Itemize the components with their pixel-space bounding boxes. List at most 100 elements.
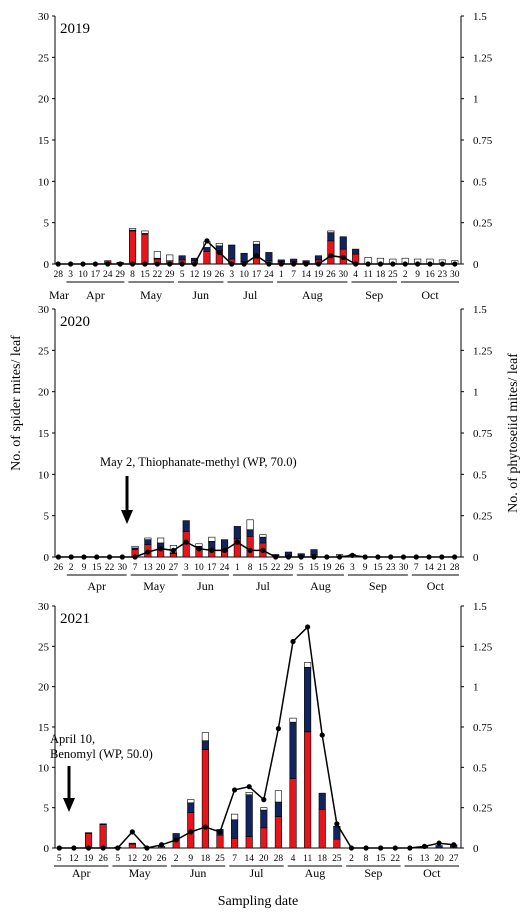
month-label: May <box>140 288 162 302</box>
date-tick-label: 10 <box>78 270 88 280</box>
bar-segment-red <box>129 230 137 265</box>
treatment-annotation: Benomyl (WP, 50.0) <box>50 747 153 761</box>
bar-segment-blue <box>245 794 253 838</box>
phytoseiid-point <box>305 624 311 630</box>
bar-segment-blue <box>277 259 285 262</box>
phytoseiid-point <box>278 261 284 267</box>
y-left-tick-label: 10 <box>38 762 50 774</box>
phytoseiid-point <box>216 249 222 256</box>
y-right-tick-label: 1 <box>473 387 479 399</box>
bar-segment-red <box>99 824 107 849</box>
date-tick-label: 5 <box>57 854 62 864</box>
y-right-tick-label: 0.25 <box>473 803 493 815</box>
panel-title: 2020 <box>60 314 90 330</box>
bar-segment-white <box>208 536 216 542</box>
phytoseiid-point <box>285 554 292 560</box>
phytoseiid-point <box>273 554 279 560</box>
month-label: May <box>129 866 151 880</box>
date-tick-label: 19 <box>314 270 324 280</box>
phytoseiid-point <box>260 547 266 553</box>
date-tick-label: 10 <box>194 563 204 573</box>
bar-segment-red <box>274 816 282 849</box>
bar-segment-blue <box>228 244 236 260</box>
y-right-tick-label: 0.25 <box>473 511 493 523</box>
bar-segment-blue <box>240 252 248 262</box>
y-right-tick-label: 0.25 <box>473 218 493 230</box>
y-right-tick-label: 0.75 <box>473 428 493 440</box>
bar-segment-red <box>318 808 326 849</box>
phytoseiid-point <box>229 261 235 267</box>
date-tick-label: 29 <box>165 270 175 280</box>
bar-segment-white <box>246 519 254 531</box>
phytoseiid-point <box>348 845 355 851</box>
bar-segment-white <box>289 717 297 723</box>
phytoseiid-point <box>452 554 458 560</box>
month-label: Jun <box>197 579 214 593</box>
y-left-tick-label: 20 <box>38 682 50 694</box>
date-tick-label: 3 <box>184 563 189 573</box>
date-tick-label: 7 <box>133 563 138 573</box>
phytoseiid-point <box>377 261 384 267</box>
date-tick-label: 24 <box>220 563 230 573</box>
panel-title: 2021 <box>60 611 90 627</box>
bar-segment-white <box>260 807 268 811</box>
date-tick-label: 18 <box>201 854 211 864</box>
phytoseiid-point <box>217 829 223 835</box>
phytoseiid-point <box>353 261 359 267</box>
y-left-axis-label: No. of spider mites/ leaf <box>9 335 24 471</box>
bar-segment-red <box>201 749 209 849</box>
date-tick-label: 20 <box>142 854 152 864</box>
bar-segment-blue <box>304 667 312 733</box>
date-tick-label: 20 <box>259 854 269 864</box>
phytoseiid-point <box>117 261 123 267</box>
bar-segment-blue <box>290 258 298 262</box>
bar-segment-red <box>327 240 335 265</box>
date-tick-label: 7 <box>232 854 237 864</box>
phytoseiid-point <box>191 261 198 267</box>
date-tick-label: 9 <box>188 854 193 864</box>
phytoseiid-point <box>115 845 121 851</box>
bar-segment-red <box>245 836 253 849</box>
bar-segment-blue <box>435 845 443 849</box>
month-label: Jul <box>243 288 258 302</box>
date-tick-label: 8 <box>248 563 253 573</box>
month-label: Mar <box>49 288 69 302</box>
month-label: May <box>143 579 165 593</box>
y-right-tick-label: 1.5 <box>473 11 487 23</box>
treatment-arrow-head <box>63 798 75 812</box>
phytoseiid-point <box>94 554 100 560</box>
y-right-tick-label: 1.5 <box>473 304 487 316</box>
phytoseiid-point <box>390 261 396 267</box>
month-label: Oct <box>423 866 441 880</box>
date-tick-label: 14 <box>301 270 311 280</box>
date-tick-label: 11 <box>303 854 312 864</box>
bar-segment-blue <box>274 801 282 817</box>
treatment-arrow-head <box>121 510 133 524</box>
date-tick-label: 19 <box>202 270 212 280</box>
phytoseiid-point <box>129 261 136 267</box>
date-tick-label: 12 <box>190 270 200 280</box>
y-right-axis-label: No. of phytoseiid mites/ leaf <box>506 353 521 513</box>
bar-segment-blue <box>327 232 335 242</box>
bar-segment-white <box>327 230 335 233</box>
date-tick-label: 30 <box>399 563 409 573</box>
bar-segment-blue <box>339 236 347 250</box>
date-tick-label: 29 <box>115 270 125 280</box>
phytoseiid-point <box>349 552 355 558</box>
y-right-tick-label: 0.75 <box>473 722 493 734</box>
bar-segment-blue <box>182 520 190 532</box>
month-label: Jun <box>192 288 209 302</box>
date-tick-label: 7 <box>414 563 419 573</box>
date-tick-label: 15 <box>258 563 268 573</box>
phytoseiid-point <box>183 539 189 545</box>
y-left-tick-label: 20 <box>38 387 50 399</box>
bar-segment-white <box>195 543 203 547</box>
phytoseiid-point <box>388 554 394 560</box>
phytoseiid-point <box>154 261 160 267</box>
bar-segment-white <box>304 662 312 668</box>
phytoseiid-point <box>196 546 202 552</box>
y-right-tick-label: 1.25 <box>473 345 493 357</box>
date-tick-label: 18 <box>376 270 386 280</box>
date-tick-label: 5 <box>180 270 185 280</box>
bar-segment-white <box>166 254 174 261</box>
